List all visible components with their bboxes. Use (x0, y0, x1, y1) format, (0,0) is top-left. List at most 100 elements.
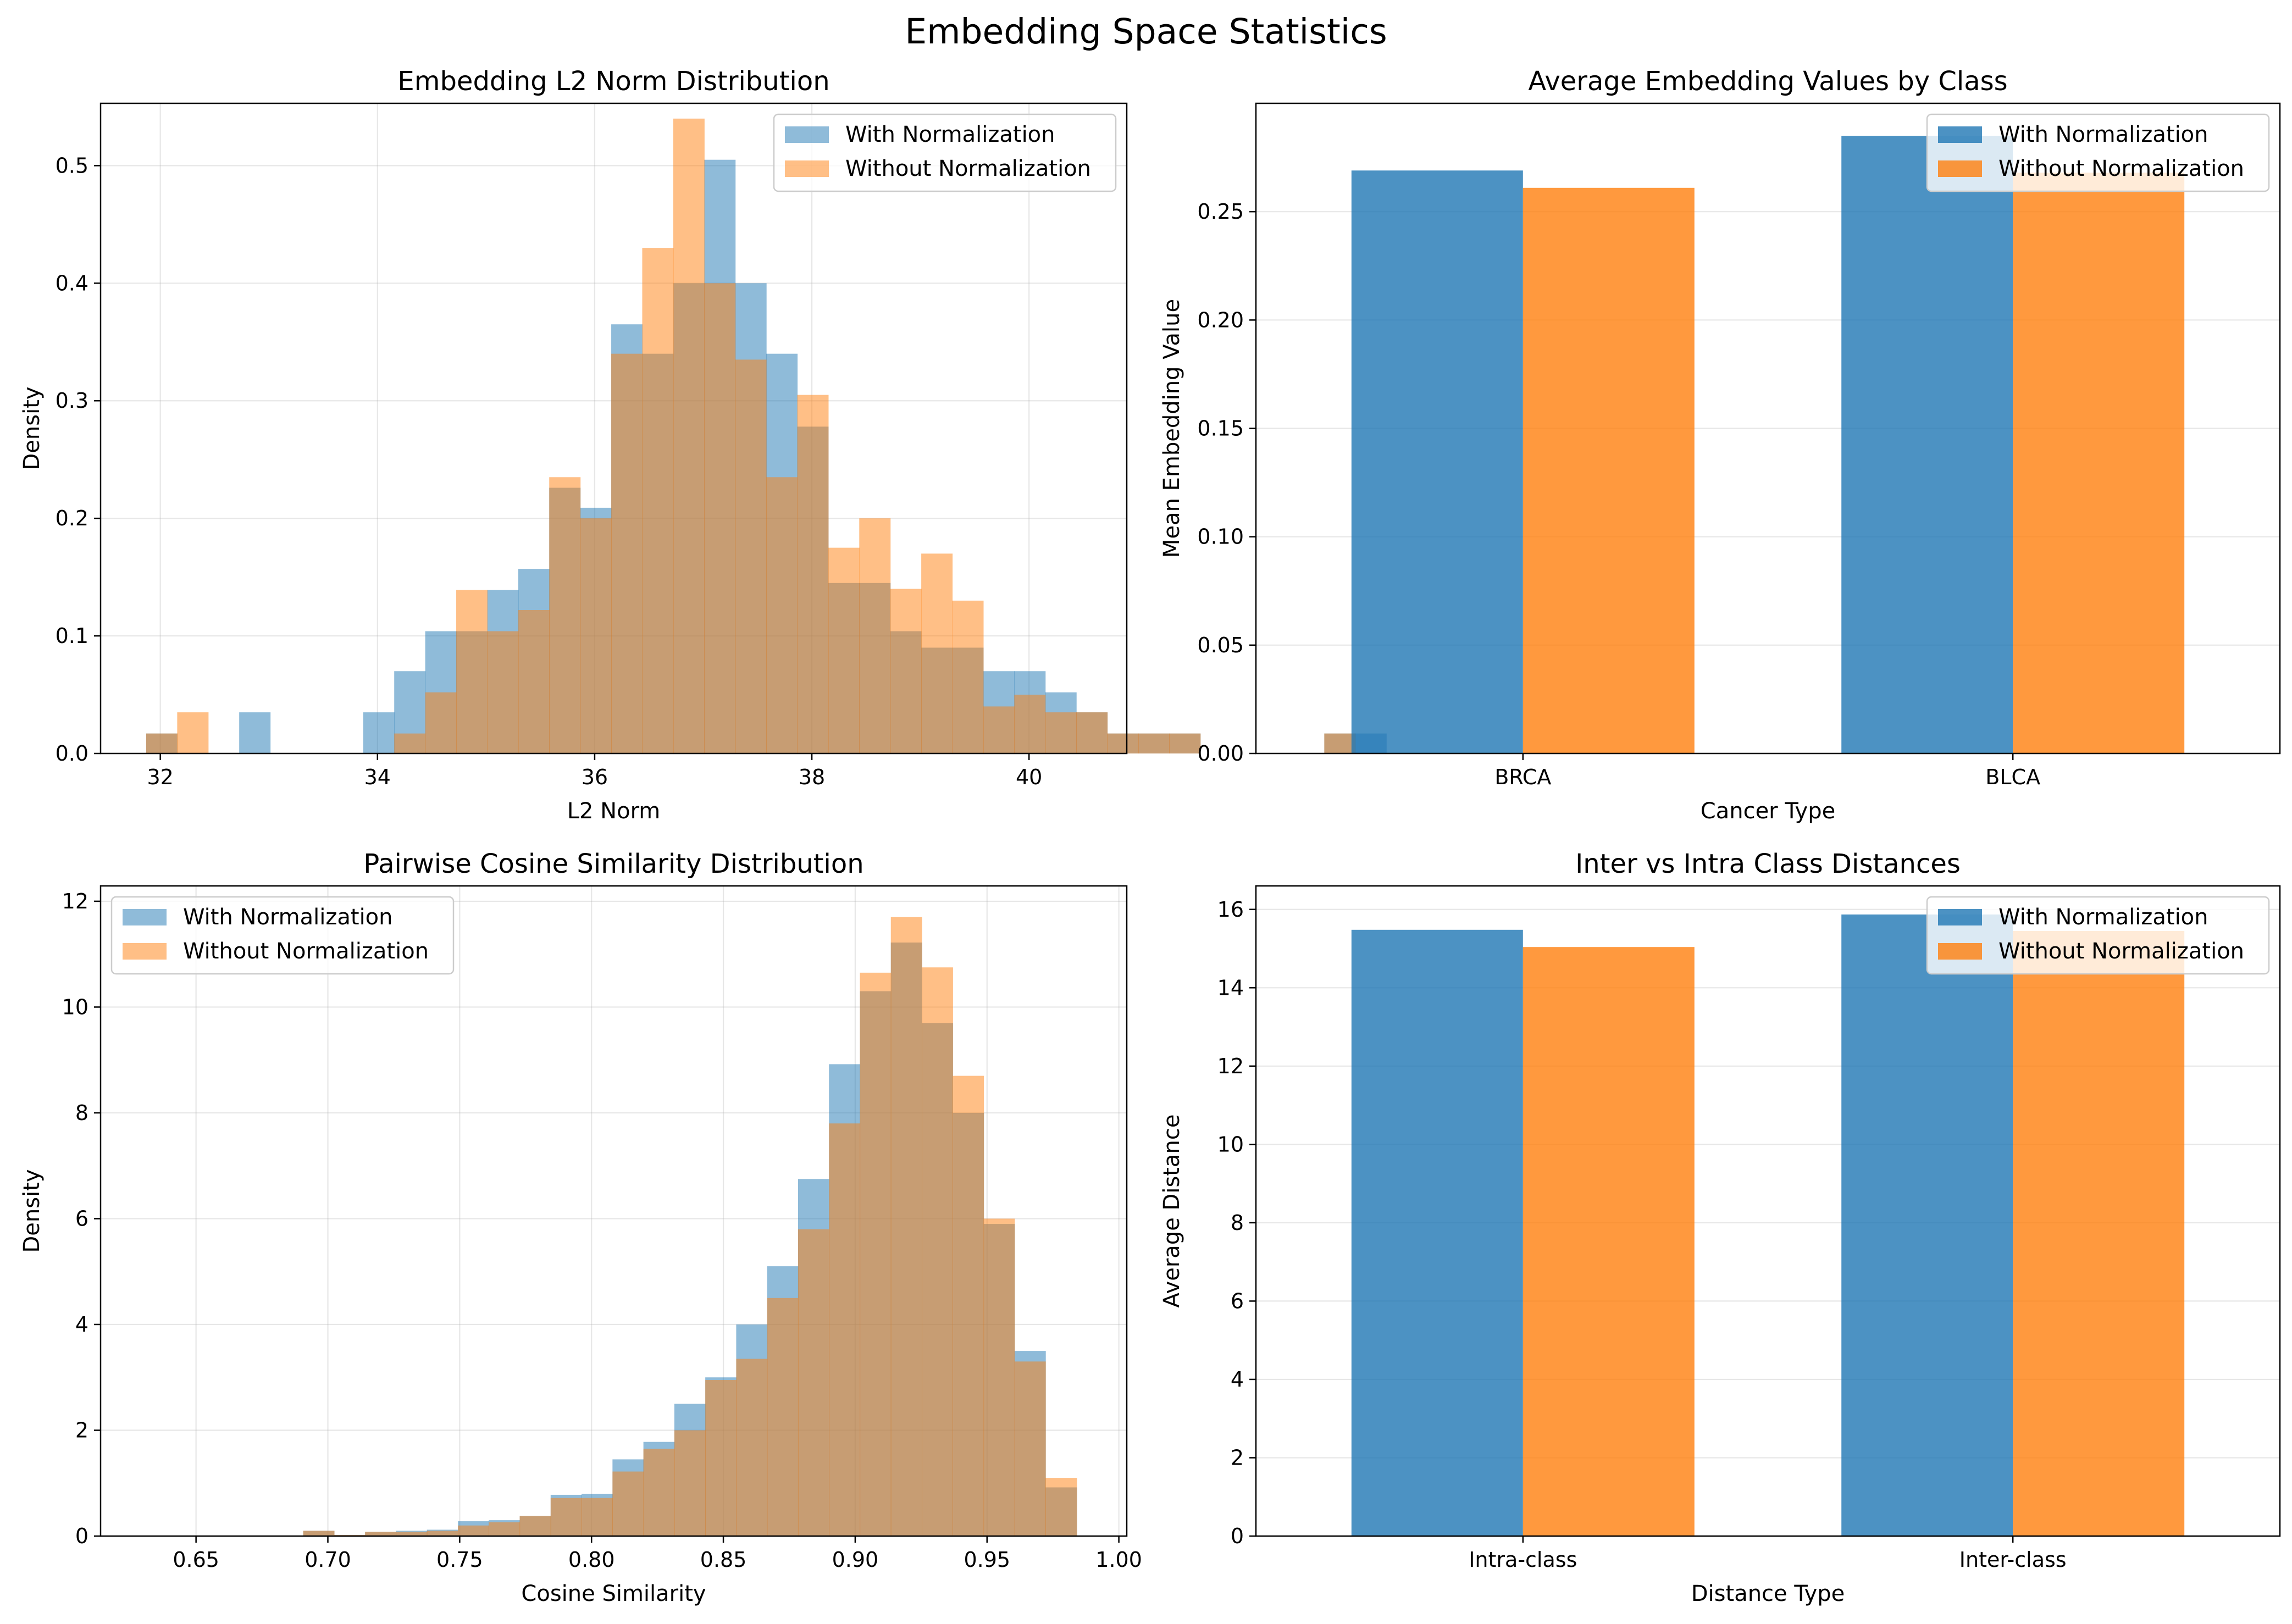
bar (1351, 929, 1523, 1536)
y-axis-label: Average Distance (1159, 1115, 1184, 1308)
legend-box (1926, 896, 2270, 975)
histogram-bin (860, 972, 892, 1536)
histogram-bin (890, 917, 922, 1536)
histogram-bin (1138, 733, 1170, 753)
y-tick-label: 8 (1231, 1211, 1244, 1235)
histogram-bin (396, 1532, 428, 1536)
histogram-bin (611, 353, 643, 753)
y-tick-label: 0.4 (56, 271, 88, 295)
bar (1351, 170, 1523, 753)
panel-title: Inter vs Intra Class Distances (1575, 849, 1961, 879)
with-normalization-bars (1351, 136, 2013, 753)
x-tick-label: BRCA (1494, 765, 1551, 789)
legend-entry: Without Normalization (1998, 156, 2244, 181)
without-normalization-bars (1523, 930, 2185, 1536)
histogram-bin (582, 1498, 613, 1536)
panel-title: Pairwise Cosine Similarity Distribution (363, 849, 863, 879)
x-tick-label: 38 (799, 765, 825, 789)
y-tick-label: 0.10 (1197, 525, 1244, 549)
x-axis-label: Distance Type (1691, 1581, 1845, 1606)
histogram-bin (177, 712, 209, 753)
histogram-bin (549, 477, 581, 753)
x-tick-label: 0.80 (568, 1548, 615, 1572)
histogram-bin (146, 733, 178, 753)
x-axis-label: Cosine Similarity (521, 1581, 706, 1606)
legend-swatch (123, 943, 167, 960)
histogram-bin (829, 1123, 861, 1536)
bar (2013, 173, 2185, 754)
histogram-bin (363, 712, 395, 753)
y-tick-label: 4 (1231, 1367, 1244, 1392)
x-tick-label: 1.00 (1095, 1548, 1142, 1572)
x-tick-label: 32 (147, 765, 173, 789)
l2-norm-histogram-panel: 0.0 0.1 0.2 0.3 0.4 0.5 32 34 36 38 40 With Normali… (19, 66, 1387, 824)
histogram-bin (580, 518, 612, 753)
y-tick-label: 0 (75, 1524, 88, 1548)
y-tick-label: 8 (75, 1101, 88, 1125)
y-tick-label: 6 (75, 1206, 88, 1231)
histogram-bin (612, 1471, 644, 1536)
histogram-bin (673, 118, 705, 754)
y-tick-label: 0.1 (56, 624, 88, 648)
legend-entry: With Normalization (1998, 905, 2208, 930)
histogram-bin (735, 359, 767, 753)
histogram-bin (1076, 712, 1108, 753)
bar (1523, 947, 1695, 1536)
legend-swatch (1938, 126, 1982, 143)
axes-frame (1255, 885, 2281, 1537)
panel-title: Embedding L2 Norm Distribution (397, 66, 829, 97)
histogram-bin (736, 1359, 768, 1536)
histogram-bin (303, 1531, 335, 1536)
legend-swatch (1938, 160, 1982, 177)
y-tick-label: 0.0 (56, 741, 88, 766)
class-distance-bar-panel: 0 2 4 6 8 10 12 14 16 Intra-class Inter-class With … (1159, 849, 2281, 1606)
y-axis-label: Mean Embedding Value (1159, 299, 1184, 558)
axes-frame (1255, 102, 2281, 755)
histogram-bin (1014, 695, 1046, 753)
bar (1841, 914, 2013, 1536)
legend-swatch (785, 160, 829, 177)
histogram-bin (550, 1498, 582, 1536)
histogram-bin (797, 395, 829, 753)
x-tick-label: 0.95 (964, 1548, 1010, 1572)
histogram-bin (767, 1298, 799, 1536)
figure-suptitle: Embedding Space Statistics (905, 12, 1387, 52)
axes-frame (99, 102, 1128, 755)
histogram-bin (519, 1516, 551, 1536)
histogram-bin (518, 610, 550, 753)
cosine-similarity-histogram-panel: 0 2 4 6 8 10 12 0.65 0.70 0.75 0.80 0.85 0.90 0.95 1.0… (19, 849, 1142, 1606)
histogram-bin (1045, 712, 1077, 753)
histogram-bin (487, 631, 519, 753)
x-tick-label: 0.75 (436, 1548, 483, 1572)
x-tick-label: 40 (1016, 765, 1042, 789)
y-tick-label: 4 (75, 1312, 88, 1337)
panel-title: Average Embedding Values by Class (1528, 66, 2007, 97)
bar (1841, 136, 2013, 753)
without-normalization-bars (1523, 173, 2185, 754)
y-axis-label: Density (19, 386, 45, 470)
y-tick-label: 0.2 (56, 506, 88, 530)
histogram-bin (674, 1430, 706, 1536)
y-tick-label: 0.15 (1197, 417, 1244, 441)
without-normalization-bins (146, 118, 1356, 754)
histogram-bin (427, 1531, 458, 1536)
bar (2013, 930, 2185, 1536)
y-tick-label: 0.00 (1197, 741, 1244, 766)
x-tick-label: 34 (364, 765, 391, 789)
legend-box (773, 113, 1117, 192)
histogram-bin (922, 967, 953, 1536)
bar (1523, 187, 1695, 753)
x-tick-label: 0.90 (832, 1548, 879, 1572)
legend-entry: With Normalization (1998, 122, 2208, 147)
y-tick-label: 6 (1231, 1289, 1244, 1313)
histogram-bin (921, 553, 953, 753)
histogram-bin (766, 477, 798, 753)
histogram-bin (859, 518, 891, 753)
histogram-bin (489, 1522, 521, 1536)
axes-frame (99, 885, 1128, 1537)
histogram-bin (705, 1380, 737, 1536)
histogram-bin (456, 590, 488, 753)
histogram-bin (642, 248, 674, 753)
y-tick-label: 12 (62, 889, 88, 913)
